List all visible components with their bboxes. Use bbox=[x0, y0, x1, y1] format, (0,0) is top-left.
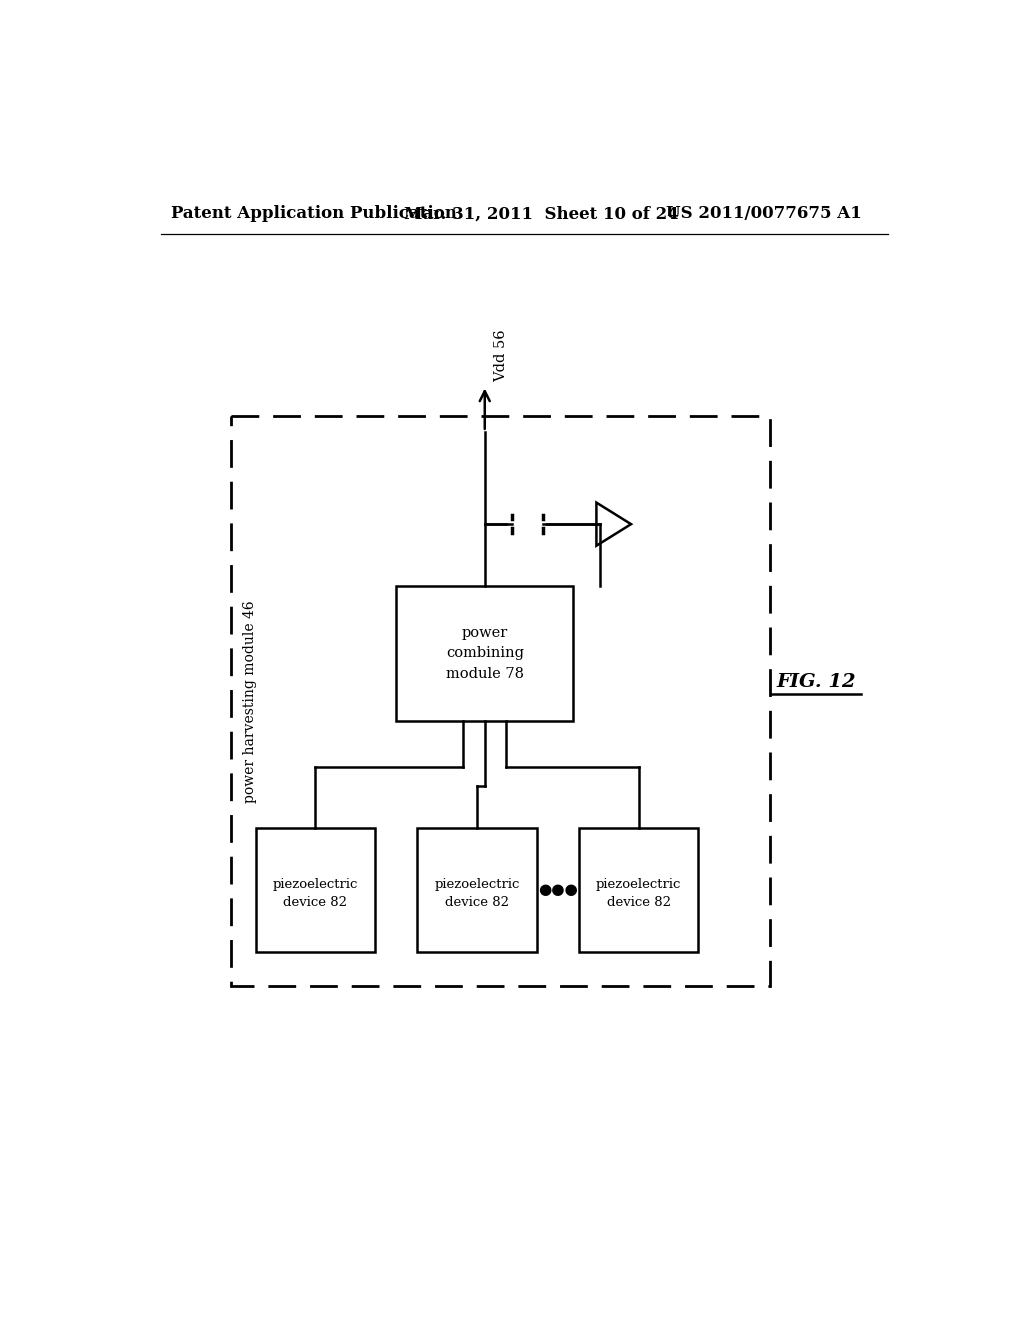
Text: piezoelectric
device 82: piezoelectric device 82 bbox=[596, 878, 681, 909]
Text: Mar. 31, 2011  Sheet 10 of 24: Mar. 31, 2011 Sheet 10 of 24 bbox=[403, 206, 679, 222]
Bar bbox=[418, 829, 537, 952]
Bar bbox=[580, 829, 698, 952]
Bar bbox=[396, 586, 573, 721]
Text: piezoelectric
device 82: piezoelectric device 82 bbox=[434, 878, 520, 909]
Bar bbox=[256, 829, 375, 952]
Text: FIG. 12: FIG. 12 bbox=[776, 673, 856, 690]
Text: piezoelectric
device 82: piezoelectric device 82 bbox=[272, 878, 358, 909]
Text: US 2011/0077675 A1: US 2011/0077675 A1 bbox=[666, 206, 861, 222]
Bar bbox=[230, 416, 770, 986]
Text: Vdd 56: Vdd 56 bbox=[494, 329, 508, 381]
Text: power harvesting module 46: power harvesting module 46 bbox=[243, 599, 257, 803]
Text: power
combining
module 78: power combining module 78 bbox=[445, 626, 523, 681]
Text: Patent Application Publication: Patent Application Publication bbox=[171, 206, 457, 222]
Text: ●●●: ●●● bbox=[538, 882, 578, 898]
